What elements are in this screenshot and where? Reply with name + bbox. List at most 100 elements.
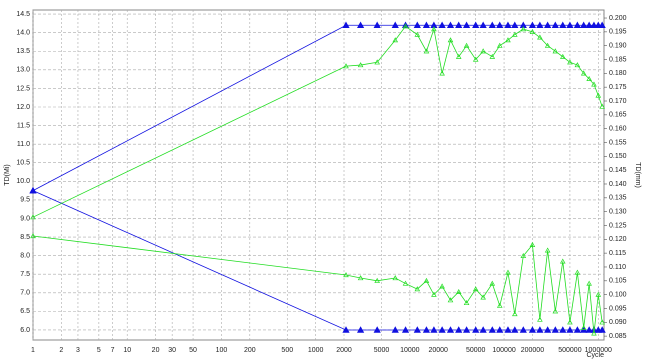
- marker: [537, 316, 543, 322]
- marker: [537, 34, 543, 40]
- marker: [356, 21, 365, 28]
- marker: [413, 326, 421, 333]
- marker: [496, 302, 503, 308]
- marker: [519, 21, 527, 28]
- marker: [357, 62, 364, 68]
- y-tick-label: 10.5: [16, 160, 30, 167]
- marker: [446, 326, 455, 333]
- y-tick-label: 14.0: [16, 30, 30, 37]
- marker: [551, 326, 559, 333]
- marker: [29, 186, 37, 194]
- marker: [455, 326, 463, 333]
- marker: [423, 277, 430, 283]
- marker: [480, 294, 486, 300]
- marker: [544, 21, 552, 28]
- y-tick-label: 13.5: [16, 48, 30, 55]
- marker: [489, 53, 496, 59]
- x-tick-label: 200000: [521, 347, 544, 354]
- marker: [414, 286, 421, 292]
- marker: [438, 21, 446, 28]
- marker: [544, 247, 551, 253]
- marker: [356, 326, 365, 333]
- x-tick-label: 1000: [308, 347, 324, 354]
- marker: [446, 21, 455, 28]
- y2-tick-label: 0.145: [609, 167, 627, 174]
- marker: [373, 326, 381, 333]
- marker: [505, 269, 511, 275]
- marker: [422, 21, 431, 28]
- y2-tick-label: 0.125: [609, 222, 627, 229]
- marker: [580, 324, 587, 330]
- y2-tick-label: 0.100: [609, 291, 627, 298]
- marker: [566, 326, 574, 333]
- y2-tick-label: 0.140: [609, 181, 627, 188]
- marker: [599, 319, 605, 325]
- x-tick-label: 500: [281, 347, 293, 354]
- marker: [520, 26, 527, 32]
- marker: [585, 21, 593, 28]
- marker: [574, 62, 581, 68]
- x-tick-label: 30: [168, 347, 176, 354]
- marker: [430, 21, 438, 28]
- series-line: [32, 25, 603, 218]
- marker: [357, 275, 364, 281]
- y-tick-label: 14.5: [16, 11, 30, 18]
- y2-tick-label: 0.155: [609, 139, 627, 146]
- y2-tick-label: 0.135: [609, 195, 627, 202]
- y2-tick-label: 0.175: [609, 84, 627, 91]
- y2-tick-label: 0.200: [609, 15, 627, 22]
- marker: [455, 53, 462, 59]
- marker: [528, 326, 537, 333]
- marker: [463, 42, 470, 48]
- marker: [552, 308, 559, 314]
- y2-axis-label: TD(mm): [634, 162, 641, 188]
- x-tick-label: 5000: [374, 347, 390, 354]
- x-tick-label: 5: [97, 347, 101, 354]
- marker: [520, 252, 527, 259]
- marker: [373, 21, 381, 28]
- x-tick-label: 100000: [492, 347, 515, 354]
- marker: [472, 286, 479, 292]
- marker: [591, 81, 597, 87]
- marker: [544, 42, 551, 48]
- marker: [574, 269, 581, 275]
- marker: [479, 21, 487, 28]
- marker: [512, 31, 518, 37]
- marker: [439, 70, 445, 76]
- marker: [519, 326, 527, 333]
- marker: [551, 21, 559, 28]
- marker: [536, 326, 544, 333]
- marker: [511, 326, 519, 333]
- x-tick-label: 20000: [428, 347, 448, 354]
- x-tick-label: 1000000: [585, 347, 612, 354]
- marker: [590, 21, 598, 28]
- marker: [504, 21, 512, 28]
- y2-tick-label: 0.110: [609, 264, 626, 271]
- x-tick-label: 50: [189, 347, 197, 354]
- y2-tick-label: 0.160: [609, 126, 627, 133]
- marker: [529, 241, 536, 247]
- x-tick-label: 7: [111, 347, 115, 354]
- marker: [595, 291, 602, 297]
- marker: [528, 21, 537, 28]
- y-tick-label: 8.0: [20, 252, 30, 259]
- marker: [343, 272, 349, 278]
- marker: [431, 26, 437, 32]
- marker: [30, 214, 36, 220]
- marker: [455, 21, 463, 28]
- marker: [392, 275, 399, 281]
- marker: [472, 326, 480, 333]
- marker: [559, 21, 567, 28]
- marker: [447, 297, 454, 303]
- x-tick-label: 10: [123, 347, 131, 354]
- marker: [479, 326, 487, 333]
- x-tick-label: 100: [216, 347, 228, 354]
- marker: [413, 21, 421, 28]
- marker: [591, 330, 597, 336]
- marker: [342, 21, 350, 28]
- y2-tick-label: 0.090: [609, 319, 627, 326]
- series-line: [32, 24, 603, 191]
- marker: [552, 48, 559, 54]
- marker: [598, 21, 606, 28]
- x-tick-label: 2000: [336, 347, 352, 354]
